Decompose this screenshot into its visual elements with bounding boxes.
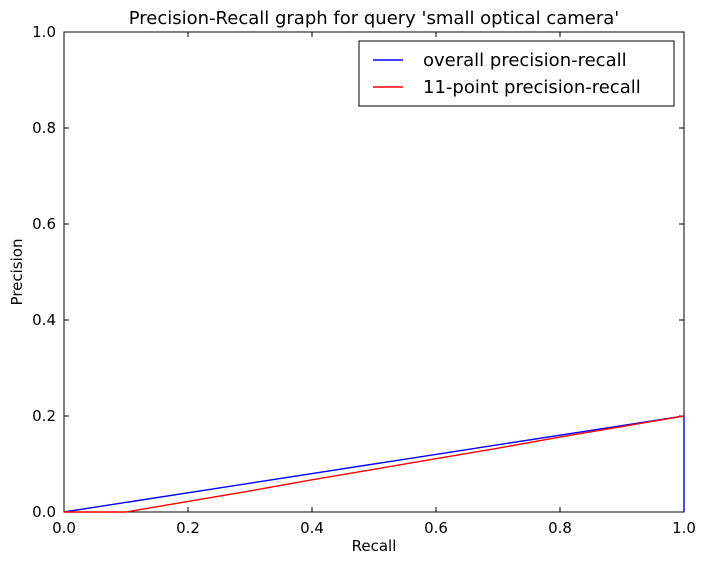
legend: overall precision-recall 11-point precis…	[358, 40, 675, 107]
legend-label-11-point: 11-point precision-recall	[423, 77, 641, 98]
legend-label-overall: overall precision-recall	[423, 50, 627, 71]
tick-labels: 0.0 0.2 0.4 0.6 0.8 1.0 0.0 0.2 0.4 0.6 0.8 1.0	[32, 23, 696, 537]
tick-marks	[63, 31, 685, 513]
x-tick-label: 0.0	[52, 519, 76, 537]
y-axis-label: Precision	[8, 239, 26, 306]
y-tick-label: 0.8	[32, 119, 56, 137]
y-tick-label: 1.0	[32, 23, 56, 41]
chart-title: Precision-Recall graph for query 'small …	[129, 8, 619, 29]
x-tick-label: 0.6	[424, 519, 448, 537]
y-tick-label: 0.4	[32, 311, 56, 329]
x-tick-label: 0.4	[300, 519, 324, 537]
x-tick-label: 0.8	[548, 519, 572, 537]
series-line-11-point	[64, 415, 685, 513]
legend-box	[358, 40, 675, 107]
x-tick-label: 0.2	[176, 519, 200, 537]
x-axis-label: Recall	[352, 537, 397, 555]
y-tick-label: 0.2	[32, 407, 56, 425]
x-tick-label: 1.0	[672, 519, 696, 537]
y-tick-label: 0.6	[32, 215, 56, 233]
series-lines	[63, 415, 685, 513]
y-tick-label: 0.0	[32, 503, 56, 521]
